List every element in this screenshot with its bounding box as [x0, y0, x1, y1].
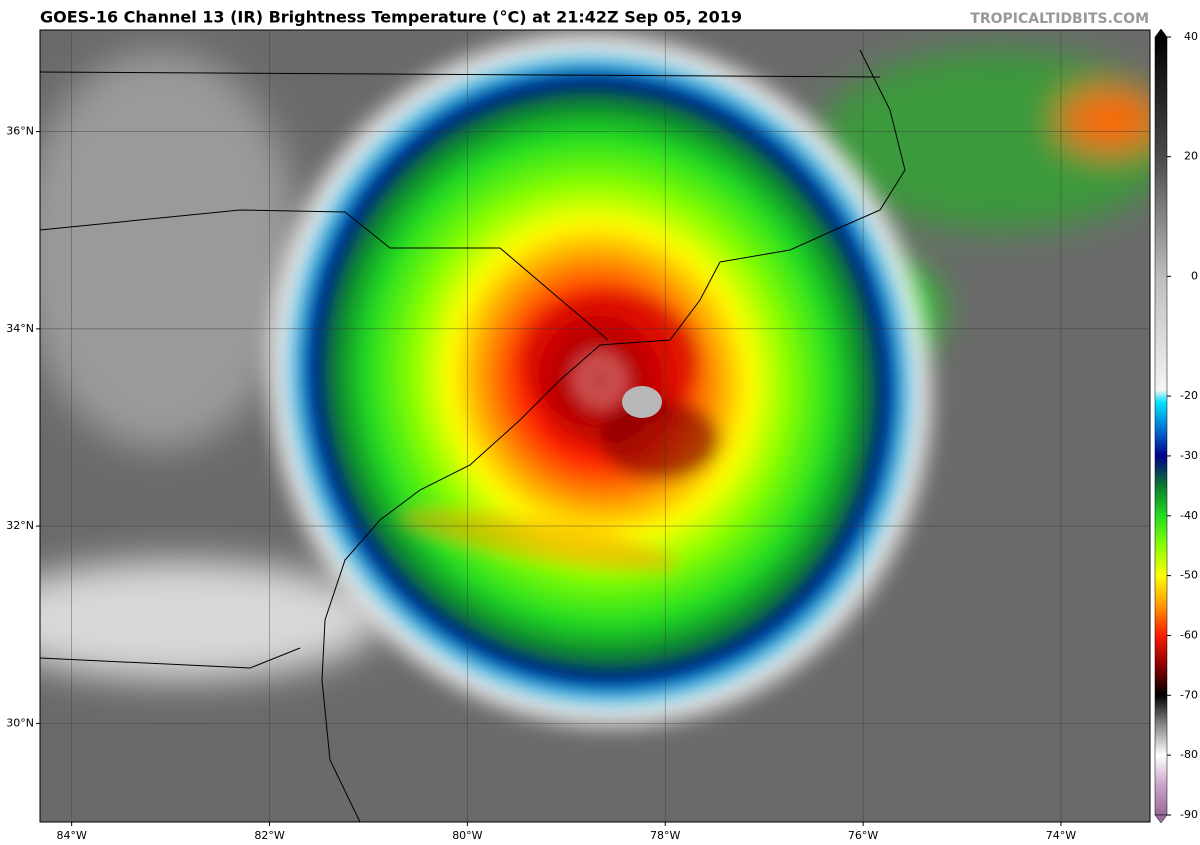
grid	[40, 30, 1150, 822]
colorbar-tick-label: 40	[1184, 30, 1198, 43]
colorbar-extend	[1154, 28, 1168, 38]
imagery	[40, 30, 1150, 822]
lat-tick-label: 32°N	[6, 519, 34, 532]
lon-tick-label: 76°W	[848, 829, 878, 842]
eye	[622, 386, 662, 418]
colorbar-tick-label: 0	[1191, 269, 1198, 282]
coastline	[40, 49, 906, 822]
colorbar-tick-label: -40	[1180, 509, 1198, 522]
hurricane	[257, 30, 943, 738]
colorbar-tick-label: 20	[1184, 150, 1198, 163]
map-frame	[39, 29, 1151, 823]
lat-tick-label: 36°N	[6, 125, 34, 138]
colorbar-tick-label: -30	[1180, 449, 1198, 462]
colorbar-tick-label: -60	[1180, 628, 1198, 641]
colorbar-tick-label: -20	[1180, 389, 1198, 402]
lon-tick-label: 84°W	[56, 829, 86, 842]
colorbar-tick-label: -50	[1180, 569, 1198, 582]
lon-tick-label: 74°W	[1046, 829, 1076, 842]
colorbar-extend	[1154, 814, 1168, 824]
colorbar-tick-label: -90	[1180, 808, 1198, 821]
map-title: GOES-16 Channel 13 (IR) Brightness Tempe…	[40, 8, 742, 27]
lon-tick-label: 80°W	[452, 829, 482, 842]
lat-tick-label: 30°N	[6, 716, 34, 729]
watermark: TROPICALTIDBITS.COM	[970, 11, 1149, 27]
colorbar-tick-label: -80	[1180, 748, 1198, 761]
colorbar: 40 20 0 -20 -30 -40 -50 -60 -70 -80 -90	[1154, 28, 1198, 824]
colorbar-scale	[1154, 36, 1168, 816]
lon-tick-label: 78°W	[650, 829, 680, 842]
lon-tick-label: 82°W	[254, 829, 284, 842]
lat-tick-label: 34°N	[6, 322, 34, 335]
colorbar-tick-label: -70	[1180, 688, 1198, 701]
